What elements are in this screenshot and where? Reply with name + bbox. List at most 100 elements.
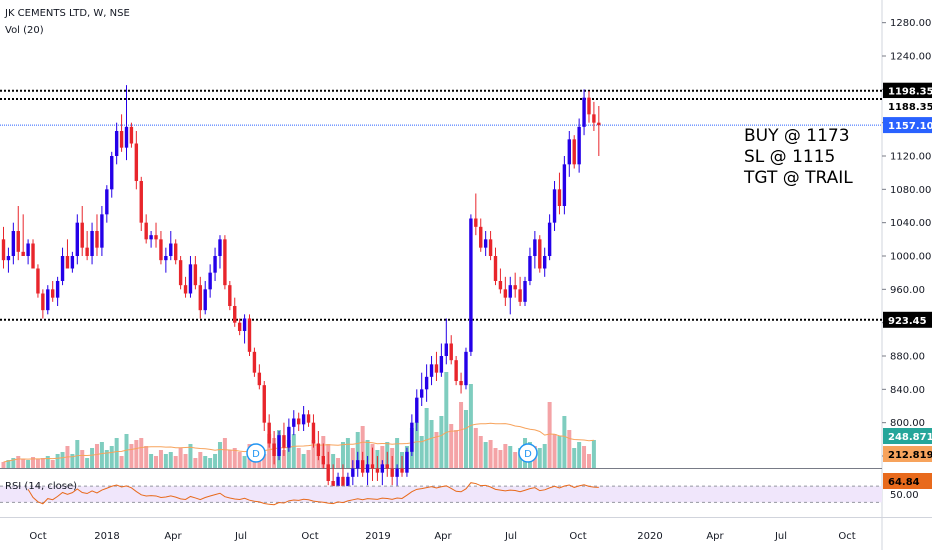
candlestick-series <box>1 85 601 502</box>
volume-bar <box>336 458 341 468</box>
volume-bar <box>26 460 31 468</box>
volume-bar <box>577 442 582 468</box>
rsi-study-label[interactable]: RSI (14, close) <box>5 481 78 492</box>
volume-bar <box>380 446 385 468</box>
symbol-title[interactable]: JK CEMENTS LTD, W, NSE <box>5 8 130 19</box>
candle-body <box>188 264 193 294</box>
candle-body <box>183 285 188 294</box>
volume-bar <box>493 448 498 468</box>
level-923-label-bg <box>883 311 932 328</box>
candle-body <box>213 256 217 273</box>
volume-bar <box>75 440 80 468</box>
candle-body <box>208 272 212 290</box>
candle-body <box>174 243 178 261</box>
candle-body <box>543 256 547 269</box>
candle-body <box>228 285 232 306</box>
candle-body <box>508 285 512 298</box>
candle-body <box>55 281 60 298</box>
volume-bar <box>547 402 552 468</box>
candle-body <box>105 189 109 215</box>
volume-bar <box>237 452 242 468</box>
candle-body <box>301 414 306 425</box>
dividend-marker[interactable]: D <box>518 443 538 463</box>
candle-body <box>380 464 385 473</box>
price-axis[interactable]: 1280.001240.001200.001160.001120.001080.… <box>882 18 932 501</box>
volume-bar <box>90 448 95 468</box>
candle-body <box>198 285 202 311</box>
candle-body <box>233 306 237 323</box>
candle-body <box>262 385 266 423</box>
candle-body <box>424 376 429 390</box>
price-tick-label: 840.00 <box>890 385 925 396</box>
candle-body <box>597 122 601 126</box>
volume-bar <box>552 434 557 468</box>
candle-body <box>572 139 576 165</box>
candle-body <box>51 289 55 298</box>
price-tick-label: 1000.00 <box>890 252 931 263</box>
volume-bar <box>242 456 247 468</box>
last-price-label: 1157.10 <box>888 121 932 132</box>
volume-study-label[interactable]: Vol (20) <box>5 25 44 36</box>
candle-body <box>395 468 399 477</box>
volume-bar <box>473 428 478 468</box>
candle-body <box>326 464 330 481</box>
candle-body <box>518 289 522 302</box>
volume-bar <box>434 432 439 468</box>
volume-bar <box>35 459 40 468</box>
volume-bar <box>163 454 168 468</box>
volume-bar <box>262 454 267 468</box>
candle-body <box>134 143 139 181</box>
level-1188-label: 1188.35 <box>888 102 932 113</box>
candle-body <box>341 476 345 490</box>
level-1198-label-bg <box>883 82 932 99</box>
volume-bar <box>80 450 85 468</box>
level-1198-label: 1198.35 <box>888 87 932 98</box>
candle-body <box>439 356 444 373</box>
volume-bar <box>439 416 444 468</box>
candle-body <box>144 222 148 240</box>
annotation-stop-loss: SL @ 1115 <box>744 147 836 167</box>
candle-body <box>21 251 25 256</box>
price-tick-label: 1040.00 <box>890 218 931 229</box>
candle-body <box>557 189 562 206</box>
volume-bar <box>222 438 227 468</box>
volume-bar <box>340 442 345 468</box>
volume-bar <box>203 456 208 468</box>
dividend-marker[interactable]: D <box>246 443 266 463</box>
candle-body <box>577 126 581 165</box>
volume-bar <box>503 444 508 468</box>
candle-body <box>498 281 503 290</box>
candle-body <box>503 289 508 298</box>
volume-bar <box>424 408 429 468</box>
volume-bar <box>70 454 75 468</box>
rsi-band <box>0 486 882 503</box>
candle-body <box>242 318 247 331</box>
volume-bar <box>542 444 547 468</box>
candle-body <box>6 256 11 261</box>
candle-body <box>410 422 414 452</box>
candle-body <box>375 468 380 473</box>
volume-bar <box>149 454 154 468</box>
volume-bar <box>414 422 419 468</box>
volume-bar <box>454 430 459 468</box>
volume-bar <box>444 372 449 468</box>
candle-body <box>75 222 79 256</box>
volume-bar <box>188 444 193 468</box>
candle-body <box>311 422 316 444</box>
volume-bar <box>286 440 291 468</box>
candle-body <box>429 364 434 377</box>
candle-body <box>277 435 281 456</box>
volume-bar <box>591 440 596 468</box>
candle-body <box>65 256 70 269</box>
candle-body <box>488 239 493 256</box>
candle-body <box>110 156 114 190</box>
rsi-value-label: 64.84 <box>888 477 920 488</box>
candle-body <box>538 239 542 269</box>
time-tick-label: Apr <box>434 531 452 542</box>
candle-body <box>360 460 365 473</box>
time-axis[interactable]: Oct 2018 Apr Jul Oct 2019 Apr Jul Oct 2020 Apr Jul O… <box>29 531 855 542</box>
volume-bar <box>168 452 173 468</box>
volume-bar <box>232 448 237 468</box>
